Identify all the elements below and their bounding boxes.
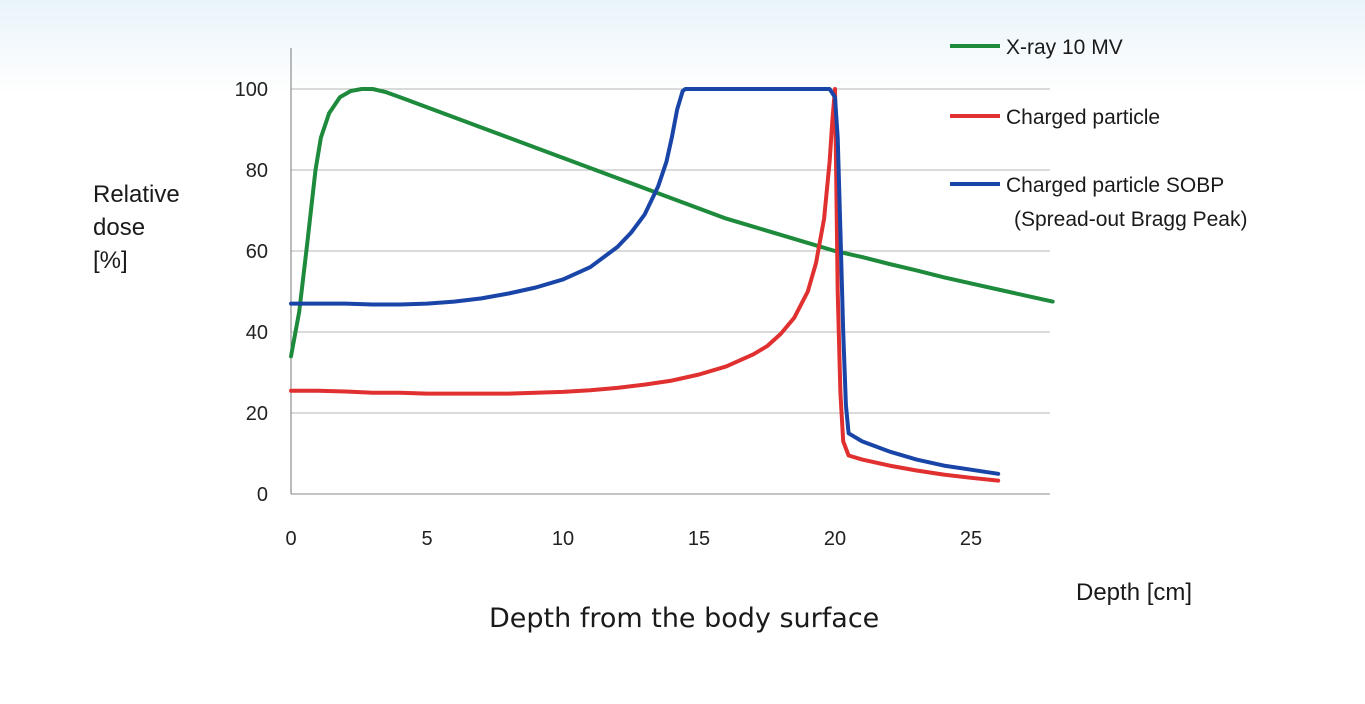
x-tick-label-0: 0 bbox=[285, 528, 296, 550]
grid-lines bbox=[291, 88, 1050, 495]
x-tick-label-25: 25 bbox=[960, 528, 982, 550]
series-line-charged-particle-sobp bbox=[289, 87, 1001, 476]
data-series bbox=[289, 87, 1055, 483]
legend-item-sobp: Charged particle SOBP (Spread-out Bragg … bbox=[950, 174, 1247, 231]
y-axis-label: Relative dose [%] bbox=[93, 181, 180, 274]
legend: X-ray 10 MV Charged particle Charged par… bbox=[950, 36, 1247, 231]
legend-item-xray: X-ray 10 MV bbox=[950, 36, 1123, 59]
y-tick-label-80: 80 bbox=[246, 160, 268, 182]
y-axis-label-line-1: Relative bbox=[93, 181, 180, 208]
y-tick-label-100: 100 bbox=[235, 79, 268, 101]
y-tick-label-60: 60 bbox=[246, 241, 268, 263]
x-tick-label-10: 10 bbox=[552, 528, 574, 550]
x-tick-label-5: 5 bbox=[421, 528, 432, 550]
x-tick-label-20: 20 bbox=[824, 528, 846, 550]
series-line-charged-particle bbox=[289, 87, 1001, 483]
y-tick-labels: 0 20 40 60 80 100 bbox=[235, 79, 268, 506]
legend-label-xray: X-ray 10 MV bbox=[1006, 36, 1123, 59]
y-axis-label-line-2: dose bbox=[93, 214, 145, 241]
legend-sublabel-sobp: (Spread-out Bragg Peak) bbox=[1014, 208, 1247, 231]
legend-label-sobp: Charged particle SOBP bbox=[1006, 174, 1224, 197]
chart-caption: Depth from the body surface bbox=[489, 603, 879, 634]
y-tick-label-20: 20 bbox=[246, 403, 268, 425]
legend-label-charged-particle: Charged particle bbox=[1006, 106, 1160, 129]
x-tick-label-15: 15 bbox=[688, 528, 710, 550]
x-tick-labels: 0 5 10 15 20 25 bbox=[285, 528, 982, 550]
x-axis-label: Depth [cm] bbox=[1076, 579, 1192, 606]
y-tick-label-40: 40 bbox=[246, 322, 268, 344]
y-axis-label-line-3: [%] bbox=[93, 247, 128, 274]
legend-item-charged-particle: Charged particle bbox=[950, 106, 1160, 129]
y-tick-label-0: 0 bbox=[257, 484, 268, 506]
series-line-x-ray-10-mv bbox=[289, 87, 1055, 359]
